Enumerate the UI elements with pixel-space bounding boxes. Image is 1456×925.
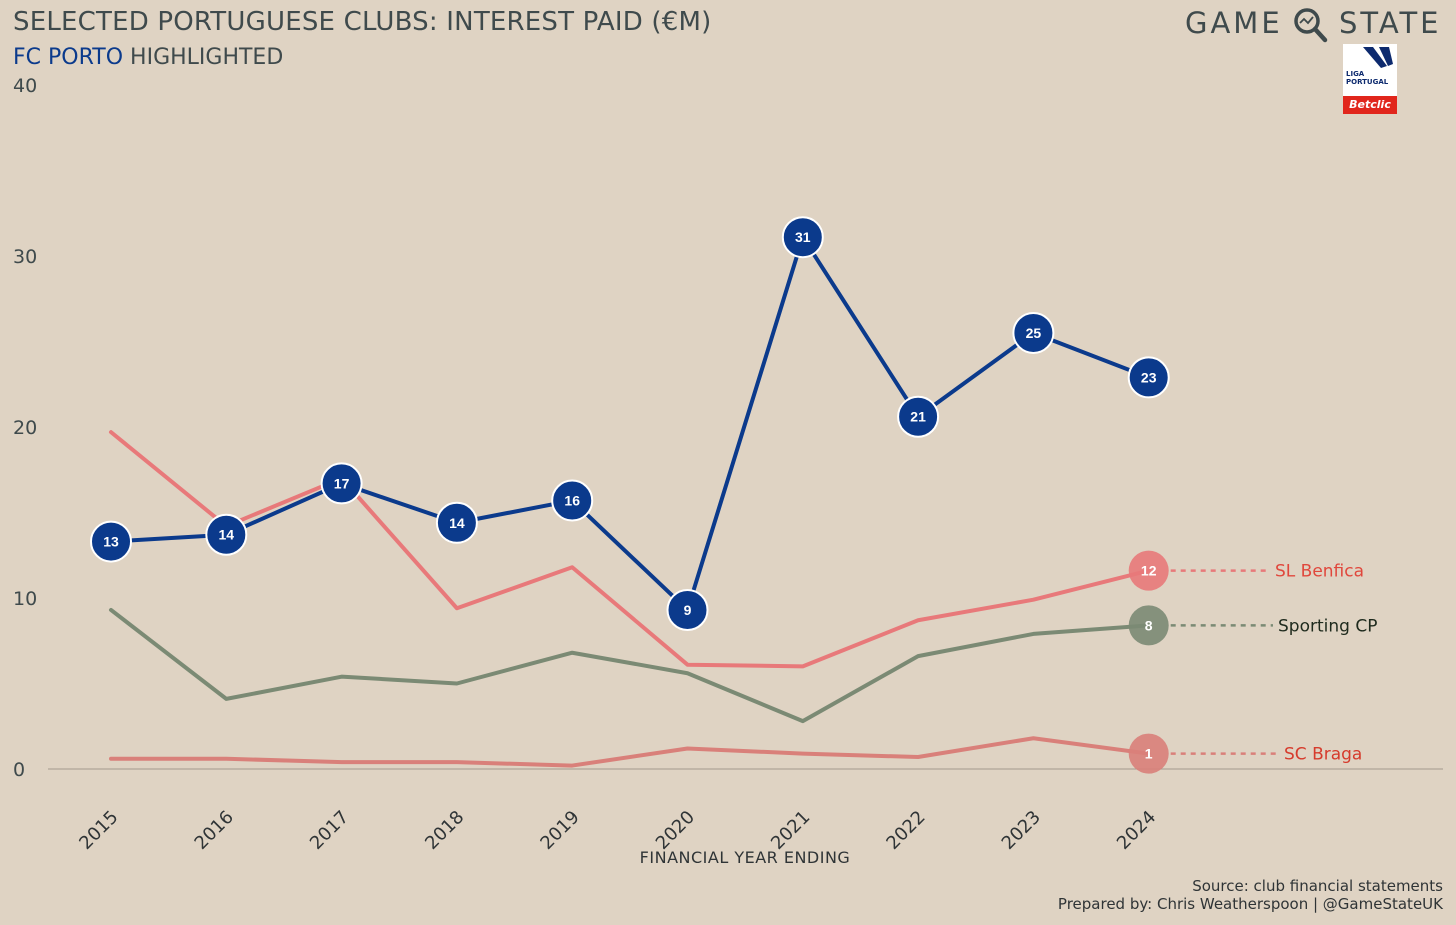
- sporting-end-marker: [1128, 605, 1169, 646]
- x-tick-label: 2015: [75, 807, 122, 854]
- prepared-by-note: Prepared by: Chris Weatherspoon | @GameS…: [1057, 895, 1443, 913]
- liga-line1: LIGA: [1346, 70, 1365, 78]
- porto-point-marker: [205, 513, 248, 556]
- porto-point-marker: [90, 520, 132, 563]
- sporting-series-label: Sporting CP: [1278, 616, 1377, 636]
- porto-point-label: 23: [1141, 369, 1157, 385]
- x-tick-label: 2021: [767, 807, 814, 854]
- magnifier-icon: [1294, 8, 1328, 43]
- subtitle-highlight: FC PORTO: [13, 45, 124, 70]
- porto-point-marker: [897, 395, 940, 438]
- porto-point-label: 25: [1026, 325, 1042, 341]
- liga-words: LIGA PORTUGAL: [1346, 70, 1388, 86]
- porto-point-marker: [320, 462, 363, 505]
- benfica-series-label: SL Benfica: [1275, 562, 1364, 582]
- liga-portugal-logo: LIGA PORTUGAL Betclic: [1343, 44, 1397, 114]
- braga-end-value: 1: [1145, 746, 1153, 762]
- porto-point-marker: [1012, 311, 1055, 354]
- porto-point-marker: [551, 479, 594, 522]
- y-tick-label: 40: [13, 75, 37, 97]
- liga-logo-mark: LIGA PORTUGAL: [1343, 44, 1397, 96]
- liga-line2: PORTUGAL: [1346, 78, 1389, 86]
- porto-point-label: 17: [334, 475, 350, 491]
- benfica-end-marker: [1128, 550, 1169, 591]
- liga-swoosh-icon: [1363, 47, 1393, 68]
- chart-title: SELECTED PORTUGUESE CLUBS: INTEREST PAID…: [13, 7, 712, 37]
- x-tick-label: 2016: [191, 807, 238, 854]
- subtitle-rest: HIGHLIGHTED: [123, 45, 284, 70]
- brand-right-text: STATE: [1339, 6, 1442, 40]
- x-axis-title: FINANCIAL YEAR ENDING: [640, 848, 851, 867]
- y-tick-label: 30: [13, 246, 37, 268]
- porto-point-label: 31: [795, 229, 811, 245]
- porto-point-label: 14: [449, 515, 465, 531]
- x-tick-label: 2017: [306, 807, 353, 854]
- porto-point-label: 13: [103, 534, 119, 550]
- source-note: Source: club financial statements: [1192, 877, 1443, 895]
- brand-left-text: GAME: [1185, 6, 1283, 40]
- braga-series-label: SC Braga: [1284, 745, 1362, 765]
- benfica-series-line: [109, 430, 1151, 669]
- x-tick-label: 2018: [421, 807, 468, 854]
- braga-series-line: [109, 736, 1151, 768]
- sporting-series-line: [109, 607, 1151, 724]
- porto-point-label: 14: [219, 527, 235, 543]
- x-tick-label: 2023: [998, 807, 1045, 854]
- porto-point-marker: [666, 588, 709, 631]
- porto-point-label: 16: [564, 493, 580, 509]
- porto-point-marker: [781, 216, 824, 259]
- porto-point-label: 21: [910, 409, 926, 425]
- x-tick-label: 2024: [1113, 807, 1160, 854]
- game-state-logo: GAME STATE: [1185, 6, 1440, 46]
- chart-subtitle: FC PORTO HIGHLIGHTED: [13, 45, 283, 70]
- porto-point-marker: [435, 501, 478, 544]
- sporting-end-value: 8: [1145, 617, 1153, 633]
- porto-series-line: [110, 235, 1150, 612]
- porto-point-marker: [1127, 356, 1170, 399]
- porto-point-label: 9: [684, 602, 692, 618]
- braga-end-marker: [1128, 733, 1169, 774]
- x-tick-label: 2019: [536, 807, 583, 854]
- x-tick-label: 2020: [652, 807, 699, 854]
- liga-sponsor: Betclic: [1343, 96, 1397, 114]
- y-tick-label: 10: [13, 588, 37, 610]
- y-tick-label: 20: [13, 417, 37, 439]
- benfica-end-value: 12: [1141, 563, 1157, 579]
- x-tick-label: 2022: [882, 807, 929, 854]
- y-tick-label: 0: [13, 759, 25, 781]
